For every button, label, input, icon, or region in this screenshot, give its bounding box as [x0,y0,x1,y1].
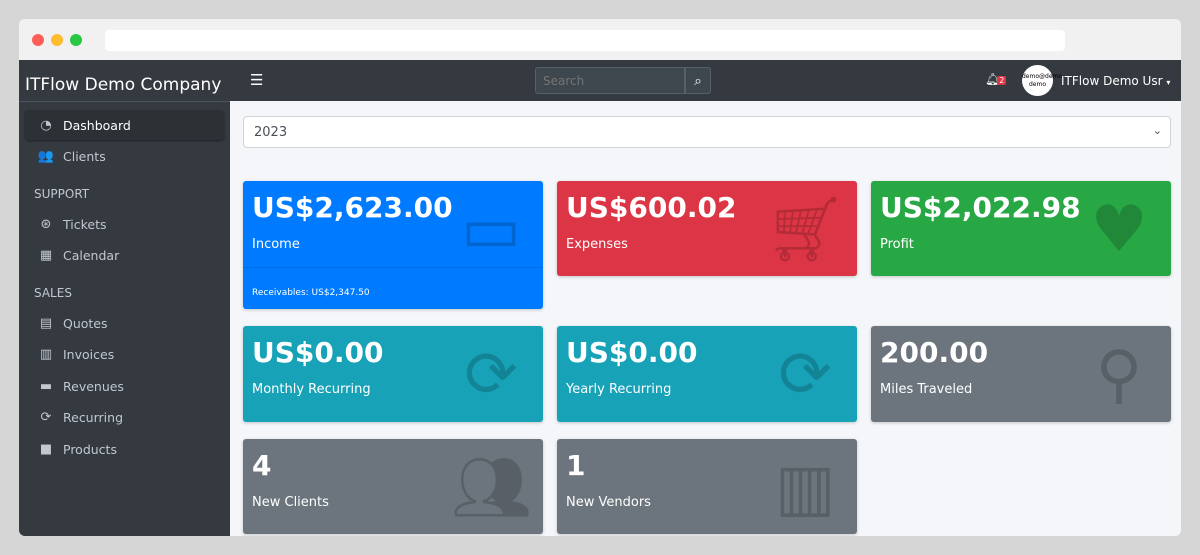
stat-card-income[interactable]: US$2,623.00 Income ▭ Receivables: US$2,3… [243,181,543,309]
stat-footer: Receivables: US$2,347.50 [243,267,543,309]
sidebar-item-label: Tickets [63,216,107,232]
sidebar-item-dashboard[interactable]: ◔ Dashboard [25,110,224,140]
sidebar-item-label: Clients [63,149,106,164]
stat-label: New Clients [252,495,329,510]
caret-down-icon: ▾ [1166,78,1171,87]
sidebar-item-calendar[interactable]: ▦ Calendar [25,241,224,271]
chevron-down-icon: ⌄ [1152,124,1162,137]
sidebar-item-label: Invoices [63,347,115,362]
file-icon: ▤ [39,315,53,331]
stat-label: Miles Traveled [880,382,973,397]
support-header: SUPPORT [34,187,90,201]
browser-window: ITFlow Demo Company ◔ Dashboard 👥 Clients … [19,19,1181,536]
sales-header: SALES [34,286,72,300]
stat-card-new-vendors[interactable]: 1 New Vendors ▥ [557,439,857,534]
bell-icon: 🔔︎ [985,72,1001,86]
sidebar-item-label: Revenues [63,378,124,394]
stat-value: US$0.00 [566,336,698,369]
stat-label: Monthly Recurring [252,382,371,397]
year-select-value: 2023 [254,125,288,140]
minimize-dot[interactable] [51,34,63,46]
address-bar[interactable] [105,30,1065,51]
sidebar-item-clients[interactable]: 👥 Clients [25,142,224,172]
sidebar: ITFlow Demo Company ◔ Dashboard 👥 Clients … [19,60,230,536]
notification-badge: 2 [997,76,1007,85]
users-icon: 👥︎ [451,451,533,525]
stat-value: US$2,623.00 [252,191,453,224]
sync-icon: ⟳ [464,338,518,412]
heart-icon: ♥ [1090,193,1148,267]
shopping-cart-icon: 🛒︎ [765,193,847,267]
stat-value: 1 [566,449,586,482]
stat-card-monthly-recurring[interactable]: US$0.00 Monthly Recurring ⟳ [243,326,543,422]
sidebar-item-tickets[interactable]: ⊛ Tickets [25,209,224,239]
search-button[interactable]: ⌕ [685,67,711,94]
maximize-dot[interactable] [70,34,82,46]
credit-card-icon: ▬ [39,378,53,394]
stat-label: Income [252,237,300,252]
sync-icon: ⟳ [778,338,832,412]
sidebar-item-recurring[interactable]: ⟳ Recurring [25,403,224,433]
sidebar-item-label: Dashboard [63,117,131,133]
sync-icon: ⟳ [40,410,52,425]
life-ring-icon: ⊛ [40,216,52,232]
user-name: ITFlow Demo Usr [1061,74,1163,88]
credit-card-icon: ▭ [460,193,522,267]
main-content: 2023 ⌄ US$2,623.00 Income ▭ Receivables: … [230,101,1181,536]
user-menu[interactable]: ITFlow Demo Usr ▾ [1061,74,1170,88]
sidebar-item-label: Quotes [63,315,108,331]
building-icon: ▥ [774,451,836,525]
stat-label: Yearly Recurring [566,382,672,397]
stat-card-miles-traveled[interactable]: 200.00 Miles Traveled ⚲ [871,326,1171,422]
search-input[interactable] [535,67,685,94]
stat-label: New Vendors [566,495,651,510]
stat-card-expenses[interactable]: US$600.02 Expenses 🛒︎ [557,181,857,276]
stat-card-profit[interactable]: US$2,022.98 Profit ♥ [871,181,1171,276]
navbar: ☰ ⌕ 🔔︎2 demo@demo demo ITFlow Demo Usr ▾ [230,60,1181,101]
sidebar-item-quotes[interactable]: ▤ Quotes [25,308,224,338]
browser-chrome [19,19,1181,60]
close-dot[interactable] [32,34,44,46]
calendar-icon: ▦ [39,248,53,263]
file-invoice-icon: ▥ [39,347,53,362]
stat-card-new-clients[interactable]: 4 New Clients 👥︎ [243,439,543,534]
sidebar-item-label: Products [63,441,117,457]
search-form: ⌕ [535,67,711,94]
hamburger-menu-icon[interactable]: ☰ [250,71,264,89]
year-select[interactable]: 2023 ⌄ [243,116,1171,148]
avatar[interactable]: demo@demo demo [1022,65,1062,96]
sidebar-item-label: Calendar [63,248,120,263]
stat-value: 200.00 [880,336,989,369]
route-icon: ⚲ [1095,338,1143,412]
notifications-button[interactable]: 🔔︎2 [985,72,1007,86]
brand[interactable]: ITFlow Demo Company [19,60,230,102]
stat-label: Profit [880,237,914,252]
stat-value: US$600.02 [566,191,737,224]
stat-value: US$2,022.98 [880,191,1081,224]
sidebar-item-invoices[interactable]: ▥ Invoices [25,340,224,370]
receivables-text: Receivables: US$2,347.50 [252,288,370,298]
sidebar-item-revenues[interactable]: ▬ Revenues [25,371,224,401]
stat-value: US$0.00 [252,336,384,369]
box-icon: ■ [39,441,53,457]
stat-value: 4 [252,449,272,482]
tachometer-icon: ◔ [40,117,52,133]
stat-label: Expenses [566,237,628,252]
search-icon: ⌕ [694,72,702,88]
stat-card-yearly-recurring[interactable]: US$0.00 Yearly Recurring ⟳ [557,326,857,422]
users-icon: 👥 [37,149,55,164]
sidebar-item-products[interactable]: ■ Products [25,434,224,464]
sidebar-item-label: Recurring [63,410,123,425]
